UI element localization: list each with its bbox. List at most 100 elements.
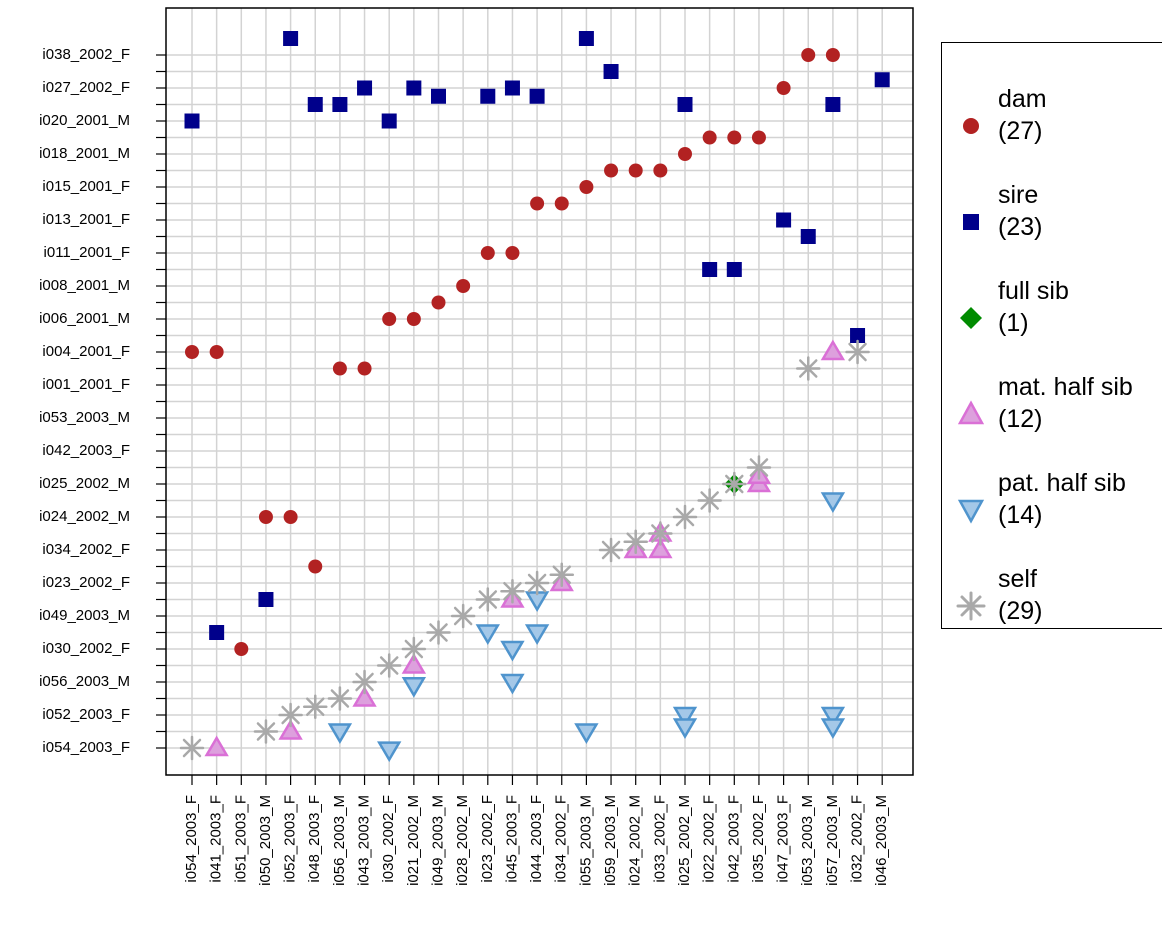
data-point [500, 640, 525, 662]
data-point [431, 295, 446, 310]
x-tick-label: i033_2002_F [651, 795, 668, 883]
y-tick-label: i034_2002_F [42, 541, 130, 558]
legend-item-full-sib: full sib (1) [942, 277, 1162, 347]
data-point [278, 719, 303, 740]
dam-marker-icon [963, 118, 979, 134]
data-point [554, 196, 569, 211]
data-point [401, 677, 427, 698]
legend-item-pat-half-sib: pat. half sib (14) [942, 469, 1162, 539]
data-point [677, 97, 693, 112]
x-tick-label: i048_2003_F [306, 795, 323, 883]
data-point [480, 88, 496, 104]
y-tick-label: i054_2003_F [42, 739, 130, 756]
data-point [357, 80, 373, 96]
x-tick-label: i030_2002_F [380, 795, 397, 883]
sire-marker-icon [963, 214, 979, 230]
y-tick-label: i001_2001_F [42, 376, 130, 393]
data-point [450, 603, 476, 629]
data-point [504, 80, 520, 96]
data-point [574, 723, 599, 744]
x-tick-label: i047_2003_F [775, 795, 792, 883]
legend-item-dam: dam (27) [942, 85, 1162, 155]
data-point [209, 345, 224, 359]
legend-label: pat. half sib (14) [998, 469, 1126, 529]
data-point [505, 246, 520, 260]
data-point [678, 147, 692, 161]
x-tick-label: i051_2003_F [232, 795, 249, 883]
x-tick-label: i024_2002_M [627, 795, 644, 886]
data-point [377, 741, 402, 763]
y-tick-label: i006_2001_M [39, 310, 130, 327]
y-tick-label: i011_2001_F [44, 244, 130, 261]
data-point [628, 163, 643, 178]
data-point [604, 163, 619, 178]
data-point [874, 72, 890, 88]
x-tick-label: i044_2003_F [528, 795, 545, 883]
grid [166, 8, 913, 775]
data-point [722, 471, 747, 497]
data-point [697, 488, 722, 513]
legend-label: mat. half sib (12) [998, 373, 1133, 433]
data-point [598, 537, 624, 563]
data-point [283, 31, 299, 46]
legend-label: dam (27) [998, 85, 1047, 145]
data-point [204, 735, 229, 757]
self-marker-icon [956, 591, 986, 621]
x-tick-label: i052_2003_F [282, 795, 299, 883]
legend-item-mat-half-sib: mat. half sib (12) [942, 373, 1162, 443]
data-point [185, 345, 199, 359]
y-tick-label: i023_2002_F [42, 574, 130, 591]
x-tick-label: i025_2002_M [676, 795, 693, 886]
x-tick-label: i041_2003_F [208, 795, 225, 883]
data-point [825, 48, 840, 62]
data-point [307, 97, 323, 112]
data-point [648, 521, 673, 546]
y-tick-label: i008_2001_M [39, 277, 130, 294]
plot-frame [165, 7, 914, 776]
x-tick-label: i035_2002_F [750, 795, 767, 883]
data-point [332, 97, 348, 112]
legend-label: full sib (1) [998, 277, 1069, 337]
data-point [524, 570, 550, 596]
data-point [258, 592, 274, 607]
y-axis: i054_2003_F i052_2003_F i056_2003_M i030_20… [39, 46, 166, 756]
data-point [820, 339, 846, 361]
data-point [702, 262, 718, 277]
y-tick-label: i052_2003_F [42, 706, 130, 723]
data-point [283, 510, 298, 524]
x-tick-label: i032_2002_F [849, 795, 866, 883]
data-point [308, 559, 323, 574]
data-point [327, 723, 353, 744]
data-point [672, 504, 698, 530]
data-point [253, 719, 279, 744]
data-point [796, 356, 821, 381]
data-point [776, 212, 792, 228]
data-point [672, 706, 698, 728]
x-tick-label: i042_2003_F [725, 795, 742, 883]
data-point [381, 113, 397, 129]
y-tick-label: i030_2002_F [42, 640, 130, 657]
pat-half-sib-marker-icon [957, 499, 985, 524]
legend: dam (27) sire (23) full sib (1) mat. half s… [941, 42, 1162, 629]
data-point [303, 694, 328, 719]
y-tick-label: i027_2002_F [42, 79, 130, 96]
y-tick-label: i049_2003_M [39, 607, 130, 624]
data-point [672, 718, 698, 740]
x-tick-label: i056_2003_M [331, 795, 348, 886]
data-point [530, 196, 545, 211]
data-point [820, 492, 846, 513]
data-point [776, 81, 791, 95]
data-point [648, 537, 673, 559]
data-point [209, 625, 225, 640]
y-tick-label: i004_2001_F [42, 343, 130, 360]
legend-label: self (29) [998, 565, 1043, 625]
x-tick-label: i023_2002_F [479, 795, 496, 883]
data-point [603, 64, 619, 79]
x-tick-label: i021_2002_M [405, 795, 422, 886]
data-point [524, 624, 550, 645]
legend-item-sire: sire (23) [942, 181, 1162, 251]
data-point [751, 130, 766, 145]
data-point [529, 88, 545, 104]
y-tick-label: i042_2003_F [42, 442, 130, 459]
